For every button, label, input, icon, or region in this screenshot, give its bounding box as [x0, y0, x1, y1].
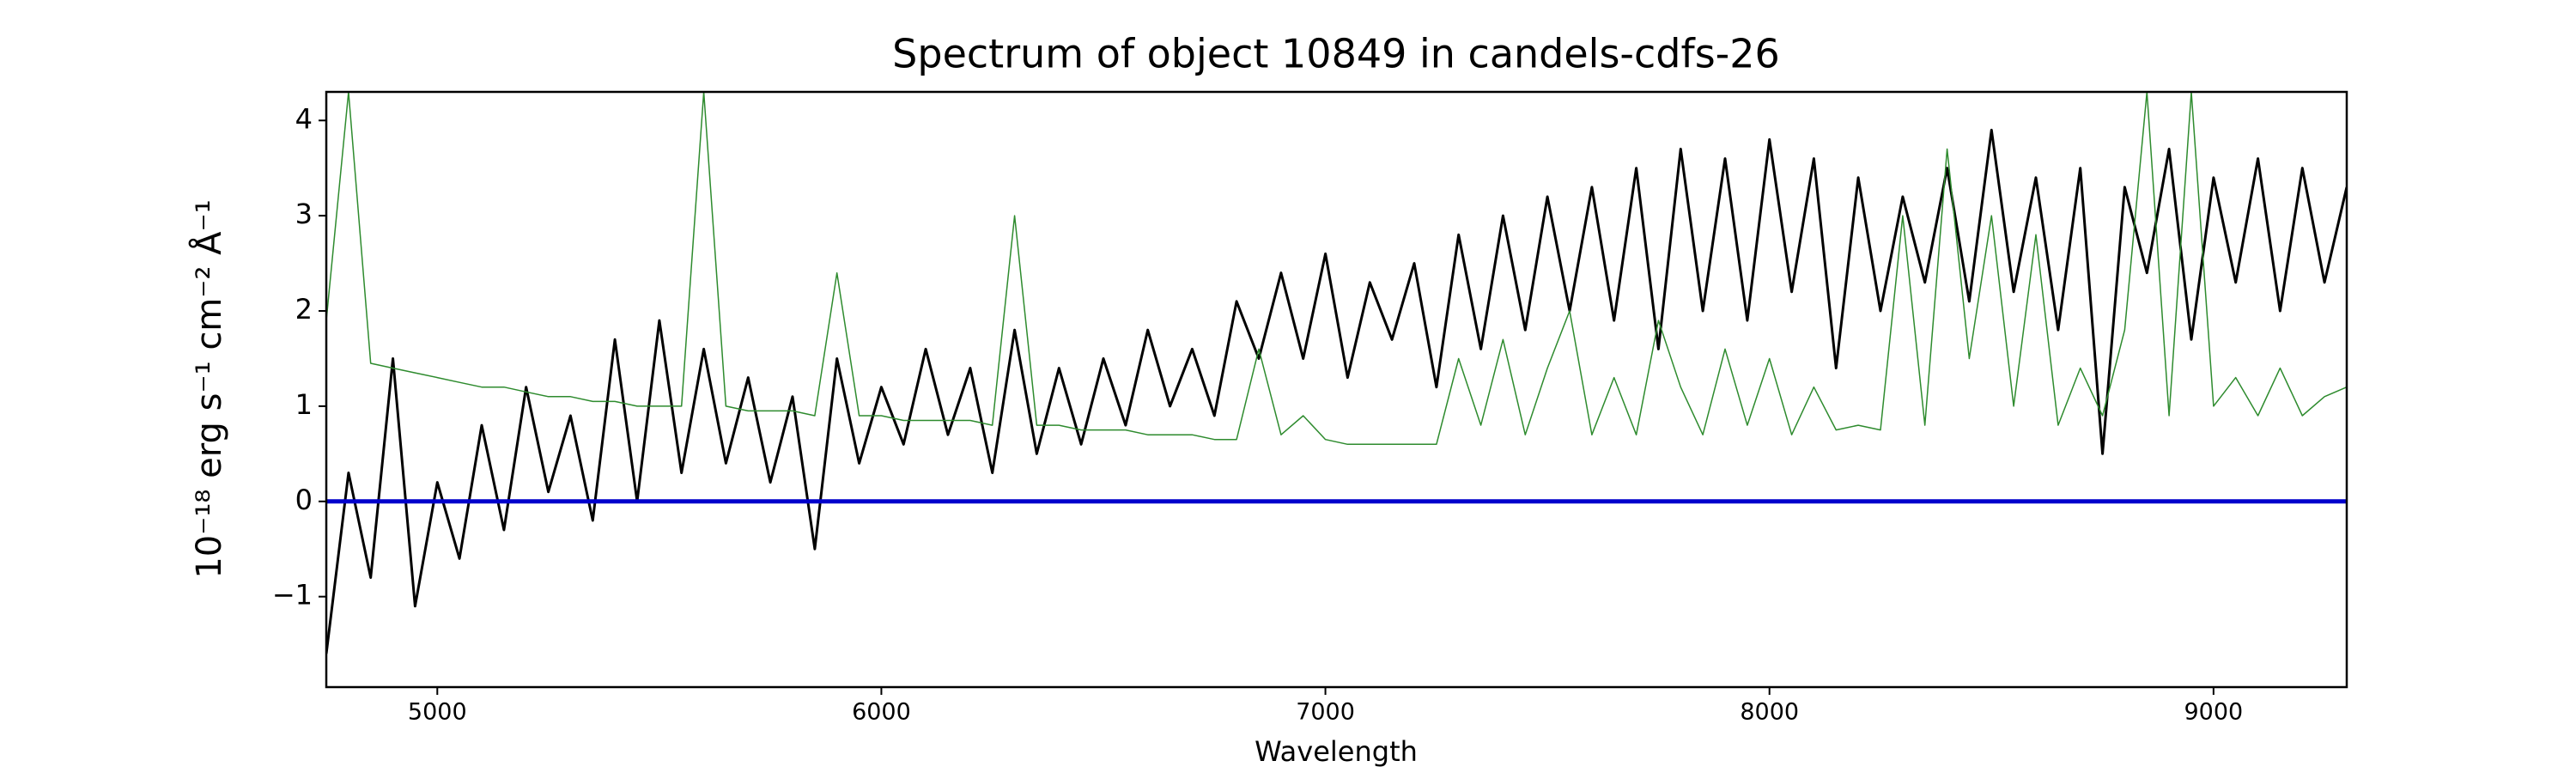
- x-tick-label: 8000: [1740, 699, 1799, 726]
- y-tick-label: 0: [295, 484, 313, 516]
- y-tick-label: 3: [295, 198, 313, 230]
- y-tick-label: −1: [272, 579, 313, 612]
- x-tick-label: 7000: [1296, 699, 1355, 726]
- x-tick-label: 5000: [408, 699, 467, 726]
- chart-title: Spectrum of object 10849 in candels-cdfs…: [892, 31, 1780, 77]
- x-tick-label: 9000: [2184, 699, 2243, 726]
- y-axis-label: 10⁻¹⁸ erg s⁻¹ cm⁻² Å⁻¹: [188, 199, 229, 578]
- y-tick-label: 2: [295, 293, 313, 326]
- x-tick-label: 6000: [852, 699, 911, 726]
- plot-frame: [325, 90, 2348, 689]
- x-axis-label: Wavelength: [1255, 735, 1418, 768]
- series-line: [326, 92, 2347, 446]
- series-line: [326, 128, 2347, 654]
- y-tick-label: 4: [295, 102, 313, 135]
- y-tick-label: 1: [295, 388, 313, 421]
- plot-area: [326, 92, 2347, 654]
